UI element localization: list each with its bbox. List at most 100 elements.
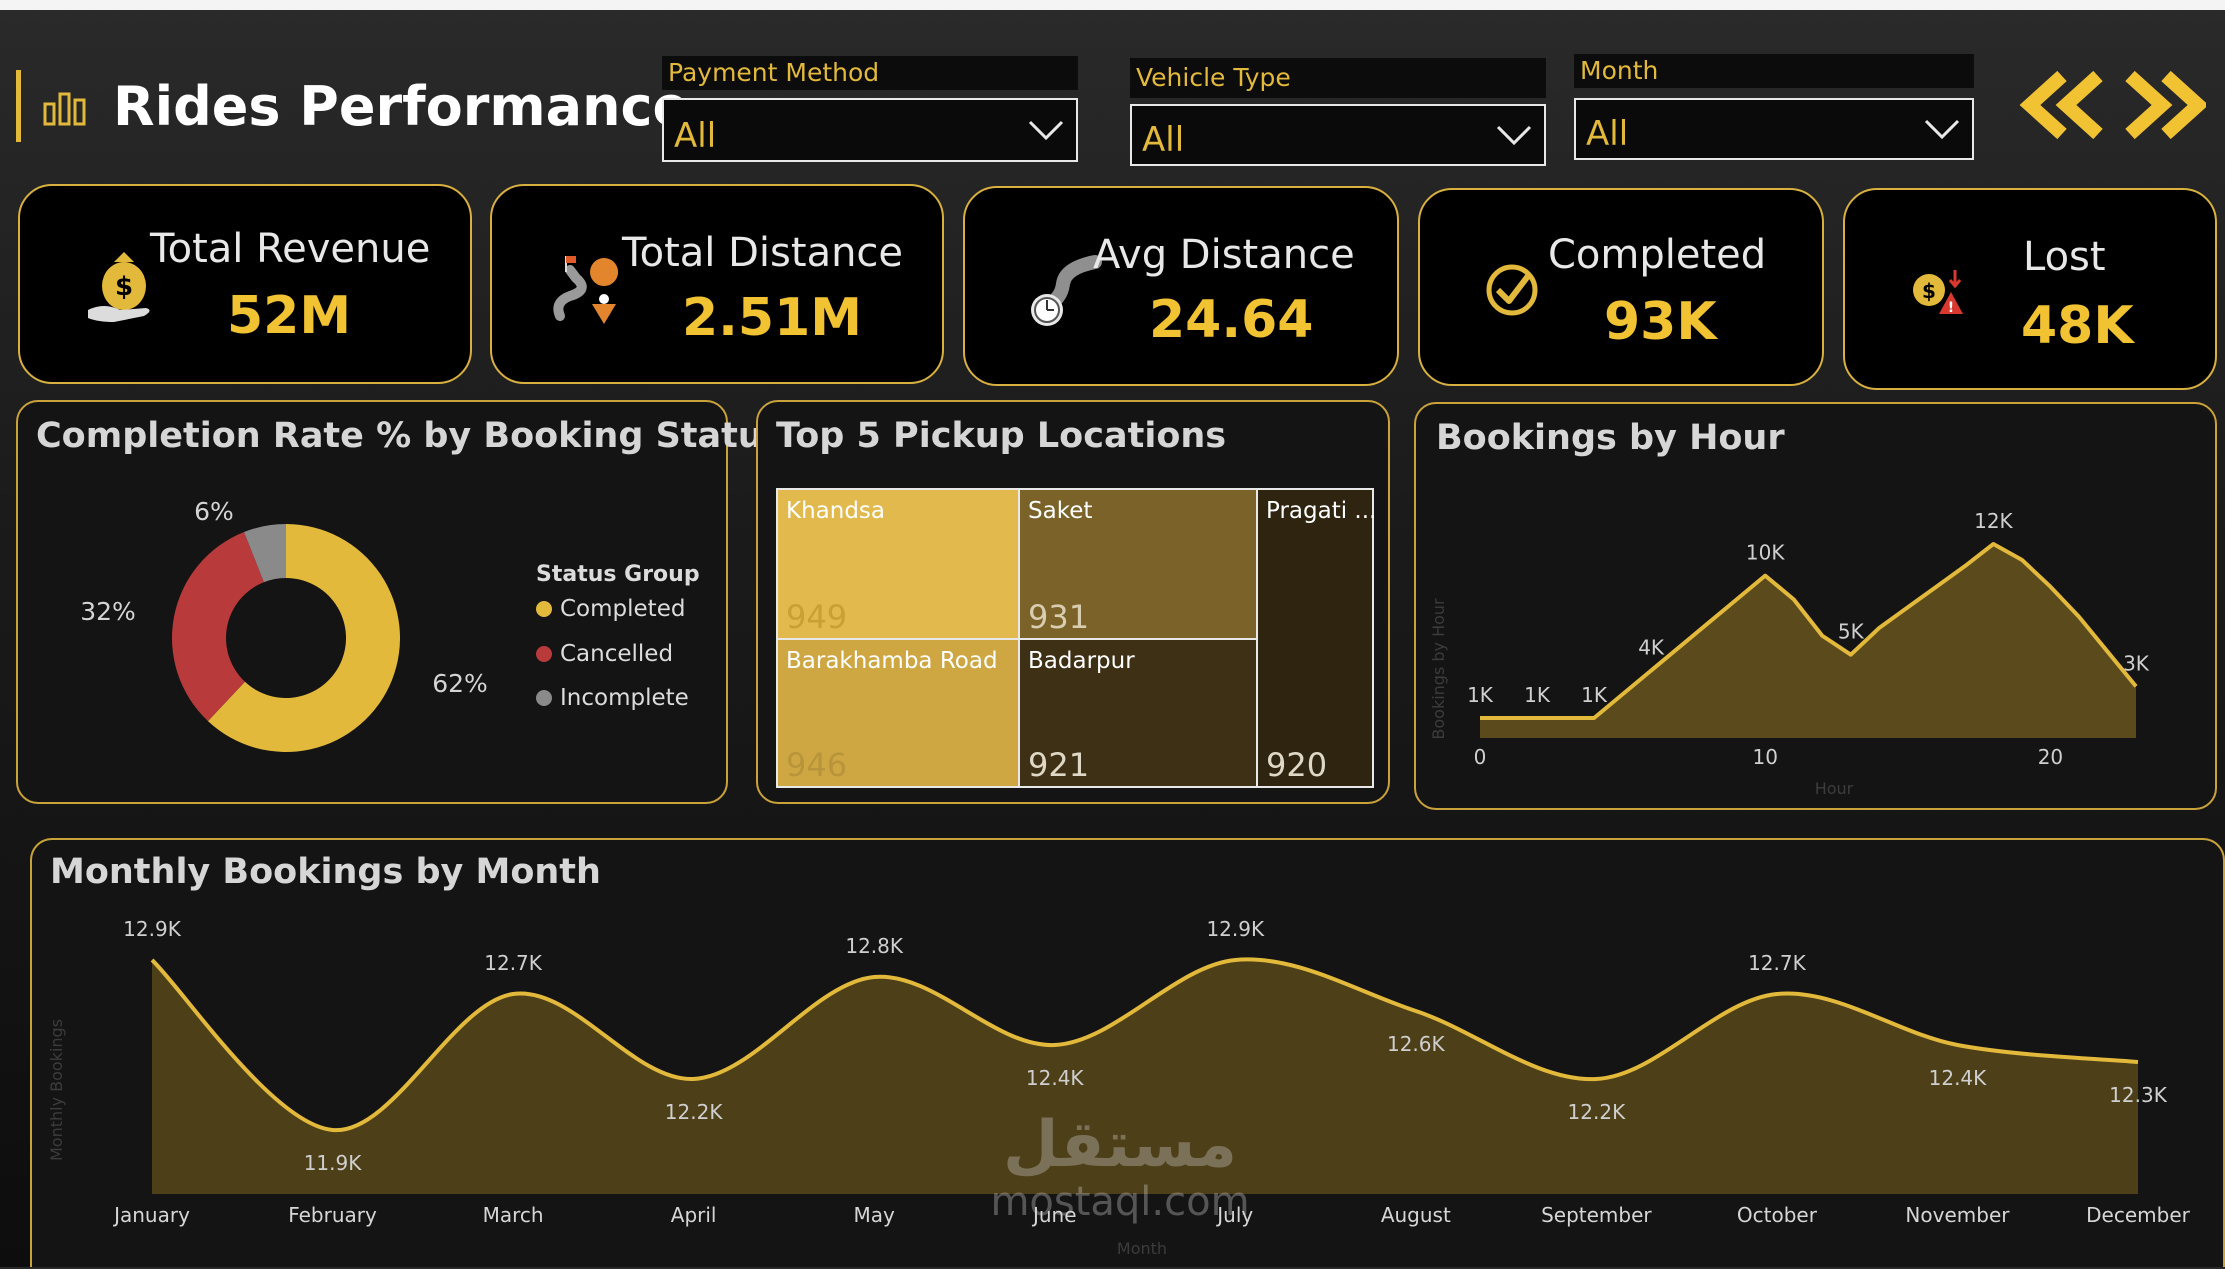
title-accent-bar <box>16 70 21 142</box>
data-label: 12.7K <box>1748 951 1807 975</box>
x-tick-label: February <box>288 1203 377 1227</box>
data-label: 10K <box>1746 541 1785 565</box>
donut-slice <box>207 524 400 752</box>
page-title: Rides Performance <box>113 74 690 138</box>
monthly-bookings-panel: Monthly Bookings by Month 12.9K January 11… <box>30 838 2225 1267</box>
x-tick-label: November <box>1905 1203 2010 1227</box>
donut-slice <box>244 524 286 583</box>
legend-item-incomplete: Incomplete <box>536 685 689 711</box>
panel-title: Monthly Bookings by Month <box>50 852 601 892</box>
data-label: 12.4K <box>1929 1066 1988 1090</box>
kpi-card-completed: Completed 93K <box>1418 188 1824 386</box>
svg-text:$: $ <box>115 272 133 302</box>
treemap-cell-pragati[interactable]: Pragati ... 920 <box>1256 488 1377 788</box>
legend-dot <box>536 690 552 706</box>
payment-method-label: Payment Method <box>662 56 1078 90</box>
kpi-label: Total Distance <box>622 230 904 276</box>
month-select[interactable]: All <box>1574 98 1974 160</box>
area-fill <box>1480 544 2136 738</box>
x-tick-label: April <box>671 1203 717 1227</box>
kpi-card-lost: $ ! Lost 48K <box>1843 188 2217 390</box>
kpi-value: 93K <box>1604 292 1717 352</box>
data-label: 12.2K <box>665 1100 724 1124</box>
treemap-label: Saket <box>1028 498 1093 524</box>
treemap-label: Badarpur <box>1028 648 1135 674</box>
x-tick-label: March <box>483 1203 544 1227</box>
kpi-card-avg-distance: Avg Distance 24.64 <box>963 186 1399 386</box>
legend-dot <box>536 601 552 617</box>
bookings-by-hour-panel: Bookings by Hour 1K 1K 1K 4K 10K 5K 12K 3K 0 10 20… <box>1414 402 2217 810</box>
month-value: All <box>1586 114 1629 154</box>
payment-method-select[interactable]: All <box>662 98 1078 162</box>
legend-item-cancelled: Cancelled <box>536 641 673 667</box>
kpi-value: 48K <box>2021 296 2134 356</box>
kpi-value: 52M <box>227 286 352 346</box>
treemap-value: 946 <box>786 746 848 784</box>
treemap-label: Khandsa <box>786 498 886 524</box>
panel-title: Bookings by Hour <box>1436 418 1785 458</box>
route-pin-icon <box>553 256 619 324</box>
double-chevron-right-icon[interactable] <box>2125 70 2206 140</box>
data-label: 5K <box>1838 620 1865 644</box>
x-tick-label: June <box>1031 1203 1077 1227</box>
treemap-label: Barakhamba Road <box>786 648 998 674</box>
data-label: 12K <box>1974 509 2013 533</box>
data-label: 12.7K <box>484 951 543 975</box>
monthly-bookings-chart: 12.9K January 11.9K February 12.7K March 12.2K… <box>47 917 2191 1258</box>
x-tick-label: 10 <box>1752 745 1777 769</box>
x-tick-label: December <box>2086 1203 2190 1227</box>
vehicle-type-select[interactable]: All <box>1130 104 1546 166</box>
data-label: 1K <box>1524 683 1551 707</box>
treemap-value: 920 <box>1266 746 1328 784</box>
donut-data-label: 32% <box>80 597 136 626</box>
x-tick-label: May <box>854 1203 896 1227</box>
treemap-cell-saket[interactable]: Saket 931 <box>1018 488 1258 640</box>
data-label: 12.8K <box>845 934 904 958</box>
kpi-value: 2.51M <box>682 288 863 348</box>
legend-title: Status Group <box>536 562 700 587</box>
check-circle-icon <box>1486 264 1538 316</box>
chevron-down-icon <box>1028 120 1064 140</box>
x-tick-label: 20 <box>2038 745 2063 769</box>
data-label: 4K <box>1638 636 1665 660</box>
legend-dot <box>536 646 552 662</box>
double-chevron-left-icon[interactable] <box>2019 70 2103 140</box>
watermark-latin: mostaql.com <box>990 1179 1250 1225</box>
donut-chart: 62% 32% 6% <box>80 497 488 752</box>
top-pickup-locations-panel: Top 5 Pickup Locations Khandsa 949 Barak… <box>756 400 1390 804</box>
treemap-value: 921 <box>1028 746 1090 784</box>
x-axis-label: Hour <box>1815 779 1854 798</box>
completion-rate-panel: Completion Rate % by Booking Status 62% 3… <box>16 400 784 804</box>
svg-text:!: ! <box>1948 300 1954 316</box>
data-label: 1K <box>1581 683 1608 707</box>
data-label: 12.9K <box>123 917 182 941</box>
legend-label: Cancelled <box>560 641 674 667</box>
treemap-value: 931 <box>1028 598 1090 636</box>
panel-title: Top 5 Pickup Locations <box>776 416 1227 456</box>
treemap-label: Pragati ... <box>1266 498 1377 524</box>
x-tick-label: July <box>1215 1203 1253 1227</box>
data-label: 3K <box>2123 651 2150 675</box>
x-axis-label: Month <box>1117 1239 1167 1258</box>
x-tick-label: January <box>112 1203 190 1227</box>
treemap-cell-khandsa[interactable]: Khandsa 949 <box>776 488 1020 640</box>
data-label: 12.2K <box>1568 1100 1627 1124</box>
payment-method-filter: Payment Method All <box>662 56 1078 162</box>
x-tick-label: August <box>1381 1203 1451 1227</box>
page-header: Rides Performance <box>16 70 689 142</box>
y-axis-label: Monthly Bookings <box>47 1019 66 1161</box>
x-tick-label: October <box>1737 1203 1818 1227</box>
donut-data-label: 62% <box>432 669 488 698</box>
legend-item-completed: Completed <box>536 596 685 622</box>
vehicle-type-filter: Vehicle Type All <box>1130 58 1546 166</box>
treemap-value: 949 <box>786 598 848 636</box>
treemap-cell-badarpur[interactable]: Badarpur 921 <box>1018 638 1258 788</box>
data-label: 11.9K <box>304 1151 363 1175</box>
donut-slice <box>171 532 264 722</box>
page-navigation <box>2019 70 2206 140</box>
kpi-value: 24.64 <box>1149 290 1314 350</box>
payment-method-value: All <box>674 116 717 156</box>
area-fill <box>152 959 2138 1194</box>
treemap-cell-barakhamba-road[interactable]: Barakhamba Road 946 <box>776 638 1020 788</box>
area-line <box>150 957 2139 1133</box>
